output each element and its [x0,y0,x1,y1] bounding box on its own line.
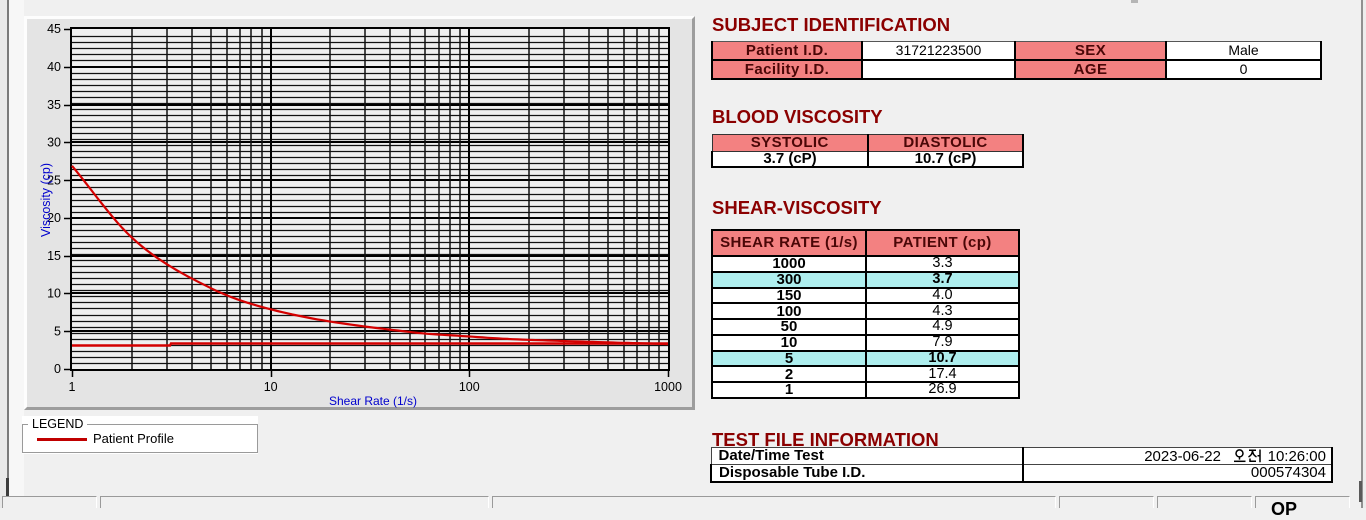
svg-text:100: 100 [459,380,480,394]
svg-text:10: 10 [47,287,61,301]
svg-text:15: 15 [47,249,61,263]
svg-text:Shear Rate (1/s): Shear Rate (1/s) [329,394,417,408]
svg-text:45: 45 [47,22,61,36]
svg-text:25: 25 [47,173,61,187]
svg-text:1: 1 [69,380,76,394]
svg-text:5: 5 [54,324,61,338]
svg-text:Viscosity (cp): Viscosity (cp) [39,163,53,237]
svg-text:1000: 1000 [654,380,682,394]
svg-text:10: 10 [264,380,278,394]
svg-text:0: 0 [54,362,61,376]
svg-text:35: 35 [47,98,61,112]
svg-text:30: 30 [47,136,61,150]
svg-text:20: 20 [47,211,61,225]
svg-text:40: 40 [47,60,61,74]
